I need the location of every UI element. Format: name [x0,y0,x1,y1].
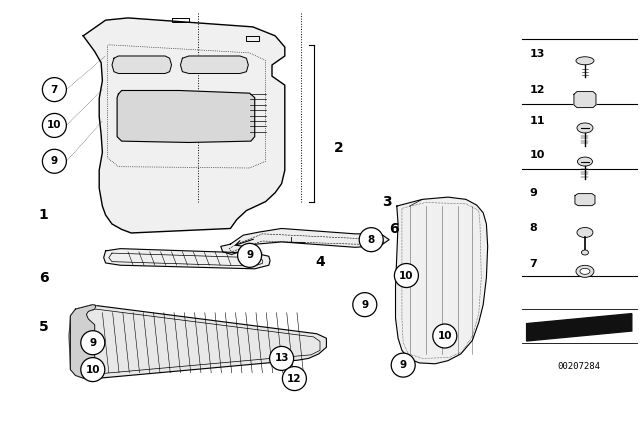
Ellipse shape [577,228,593,237]
Text: 3: 3 [382,195,392,210]
Polygon shape [180,56,248,73]
Circle shape [42,113,67,138]
Polygon shape [575,194,595,206]
Polygon shape [117,90,255,142]
Text: 10: 10 [399,271,413,280]
Polygon shape [69,305,326,379]
Ellipse shape [576,57,594,65]
Text: 5: 5 [38,320,49,334]
Text: 13: 13 [529,49,545,59]
Circle shape [81,331,105,355]
Text: 8: 8 [367,235,375,245]
Text: 9: 9 [89,338,97,348]
Text: 10: 10 [438,331,452,341]
Text: 7: 7 [529,259,538,269]
Circle shape [81,358,105,382]
Text: 12: 12 [287,374,301,383]
Text: 11: 11 [529,116,545,126]
Text: 9: 9 [529,188,538,198]
Text: 9: 9 [51,156,58,166]
Polygon shape [112,56,172,73]
Text: 7: 7 [51,85,58,95]
Ellipse shape [582,250,588,255]
Text: 10: 10 [86,365,100,375]
Ellipse shape [577,123,593,133]
Polygon shape [70,305,96,379]
Text: 8: 8 [529,224,538,233]
Text: 00207284: 00207284 [557,362,601,371]
Circle shape [42,78,67,102]
Circle shape [237,243,262,267]
Ellipse shape [580,268,590,274]
Circle shape [391,353,415,377]
Ellipse shape [576,265,594,277]
Text: 4: 4 [315,255,325,269]
Circle shape [433,324,457,348]
Circle shape [353,293,377,317]
Text: 12: 12 [529,85,545,95]
Circle shape [394,263,419,288]
Ellipse shape [577,157,593,166]
Text: 9: 9 [246,250,253,260]
Text: 10: 10 [529,150,545,159]
Polygon shape [83,18,285,233]
Text: 9: 9 [399,360,407,370]
Text: 2: 2 [334,141,344,155]
Circle shape [359,228,383,252]
Polygon shape [104,249,270,269]
Polygon shape [574,91,596,108]
Circle shape [269,346,294,370]
Text: 10: 10 [47,121,61,130]
Text: 6: 6 [388,222,399,237]
Text: 1: 1 [38,208,49,222]
Polygon shape [527,314,632,341]
Text: 6: 6 [38,271,49,285]
Circle shape [282,366,307,391]
Polygon shape [221,228,389,254]
Text: 13: 13 [275,353,289,363]
Circle shape [42,149,67,173]
Text: 9: 9 [361,300,369,310]
Polygon shape [396,197,488,364]
